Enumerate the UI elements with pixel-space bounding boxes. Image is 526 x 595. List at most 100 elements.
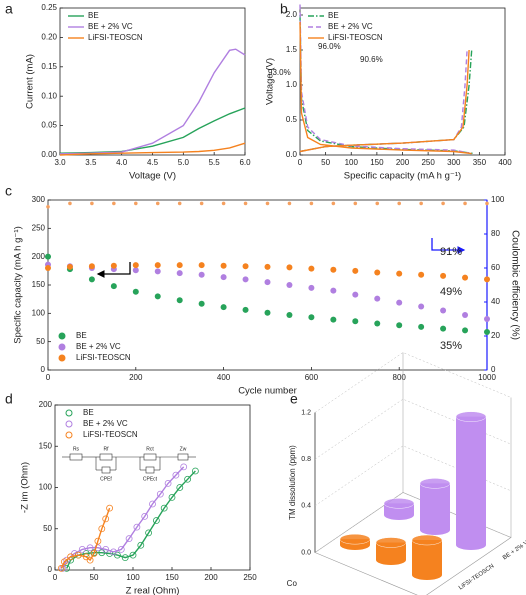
data-point	[82, 553, 90, 561]
data-point	[330, 266, 337, 273]
x-tick-label: 100	[345, 158, 359, 167]
legend-label: LiFSI-TEOSCN	[88, 33, 143, 42]
data-point	[242, 306, 249, 313]
x-tick-label: 1000	[478, 373, 496, 382]
cylinder-body	[456, 416, 486, 550]
data-point	[330, 287, 337, 294]
data-point	[330, 316, 337, 323]
z-tick-label: 0.4	[301, 503, 311, 510]
data-point	[485, 201, 489, 206]
data-point	[441, 201, 445, 206]
panel-letter: d	[5, 391, 13, 407]
legend-swatch	[58, 343, 66, 351]
x-tick-label: 4.0	[116, 158, 128, 167]
data-point	[199, 201, 204, 206]
y-axis-title: Current (mA)	[25, 54, 36, 109]
data-point	[286, 282, 293, 288]
x-tick-label: 800	[393, 373, 407, 382]
data-point	[132, 288, 139, 295]
x-axis-title: Z real (Ohm)	[126, 586, 180, 595]
legend-label: BE	[83, 408, 94, 417]
data-point	[86, 544, 94, 552]
x-tick-label: 3.0	[54, 158, 66, 167]
panel-letter: e	[290, 391, 298, 407]
data-point	[242, 276, 249, 283]
data-point	[88, 263, 95, 270]
circuit-label: Rf	[104, 446, 110, 452]
data-point	[287, 201, 292, 206]
series-line	[299, 4, 470, 154]
data-point	[154, 293, 161, 300]
data-point	[156, 490, 164, 498]
z-tick-label: 0.8	[301, 456, 311, 463]
data-point	[198, 271, 205, 278]
series-line	[59, 48, 246, 155]
data-point	[265, 201, 270, 206]
legend-swatch	[65, 409, 73, 417]
arrow-right	[431, 238, 466, 254]
data-point	[134, 201, 138, 206]
data-point	[180, 463, 188, 471]
x-tick-label: 50	[90, 573, 99, 582]
cylinder	[339, 533, 371, 550]
x-tick-label: 400	[498, 158, 512, 167]
y-axis-title: Voltage (V)	[265, 58, 276, 105]
data-point	[106, 504, 113, 512]
data-point	[137, 541, 145, 549]
data-point	[63, 556, 71, 564]
y-tick-label: 0	[41, 365, 46, 374]
data-point	[46, 205, 50, 209]
legend-label: BE + 2% VC	[83, 419, 128, 428]
circuit-label: Zw	[180, 446, 187, 452]
data-point	[63, 564, 71, 572]
panel-letter: a	[5, 1, 13, 17]
legend-swatch	[58, 354, 66, 362]
data-point	[133, 523, 141, 531]
data-point	[462, 327, 469, 334]
data-point	[286, 264, 293, 271]
data-point	[396, 322, 403, 329]
y-tick-label: 0.20	[41, 33, 57, 42]
y-axis-title: -Z im (Ohm)	[20, 462, 31, 513]
data-point	[155, 201, 160, 206]
x-tick-label: 300	[447, 158, 461, 167]
y-tick-label: 200	[39, 400, 53, 409]
y-tick-label: 0.25	[41, 3, 57, 12]
panel-letter: c	[5, 183, 12, 199]
data-point	[184, 475, 192, 483]
legend-label: LiFSI-TEOSCN	[76, 353, 131, 362]
data-point	[396, 299, 403, 306]
data-point	[132, 262, 139, 269]
data-point	[98, 549, 106, 557]
y2-tick-label: 60	[491, 263, 500, 272]
data-point	[220, 274, 227, 281]
data-point	[264, 279, 271, 286]
data-point	[172, 471, 180, 479]
circuit	[62, 453, 196, 474]
data-point	[164, 479, 172, 487]
data-point	[94, 537, 102, 545]
data-point	[220, 304, 227, 311]
annotation: 93.0%	[268, 68, 291, 77]
data-point	[484, 316, 490, 322]
cylinder-top	[375, 537, 407, 548]
x-tick-label: 200	[204, 573, 218, 582]
cylinder-top	[339, 533, 371, 545]
cylinder-body	[412, 540, 442, 580]
series-line	[299, 21, 472, 155]
data-point	[352, 291, 359, 298]
cylinder-body	[420, 483, 450, 535]
data-point	[264, 309, 271, 316]
cylinder-top	[455, 411, 487, 422]
x-tick-label: 400	[217, 373, 231, 382]
data-point	[132, 267, 139, 274]
x-tick-label: 0	[46, 373, 51, 382]
data-point	[352, 318, 359, 325]
y-tick-label: 0	[48, 565, 53, 574]
data-point	[98, 525, 106, 533]
x-tick-label: 250	[421, 158, 435, 167]
data-point	[154, 268, 161, 275]
cylinder-top	[411, 534, 443, 546]
x-tick-label: 350	[473, 158, 487, 167]
data-point	[418, 271, 425, 278]
